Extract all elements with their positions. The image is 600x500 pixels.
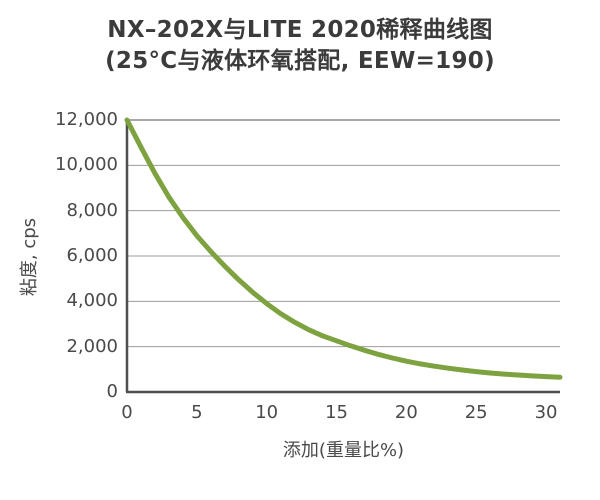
series-curve [124, 117, 563, 380]
x-tick-label: 5 [191, 402, 203, 423]
y-tick-label: 4,000 [66, 290, 118, 312]
y-tick-label: 2,000 [66, 335, 118, 357]
x-tick-label: 15 [325, 402, 348, 423]
chart-title-line2: (25°C与液体环氧搭配, EEW=190) [105, 48, 495, 74]
y-tick-label: 0 [106, 381, 118, 402]
chart-title: NX–202X与LITE 2020稀释曲线图 (25°C与液体环氧搭配, EEW… [0, 15, 600, 77]
y-tick-label: 6,000 [66, 245, 118, 266]
y-tick-label: 12,000 [55, 109, 118, 130]
x-tick-label: 10 [255, 402, 279, 423]
y-axis-title: 粘度, cps [19, 217, 40, 297]
y-tick-label: 8,000 [66, 199, 118, 221]
x-tick-label: 0 [121, 402, 133, 423]
chart-title-line1: NX–202X与LITE 2020稀释曲线图 [107, 17, 493, 43]
x-axis-title: 添加(重量比%) [282, 440, 405, 461]
y-tick-label: 10,000 [55, 154, 118, 176]
x-tick-label: 20 [394, 402, 418, 423]
x-tick-label: 25 [464, 402, 488, 423]
x-tick-label: 30 [534, 402, 558, 423]
